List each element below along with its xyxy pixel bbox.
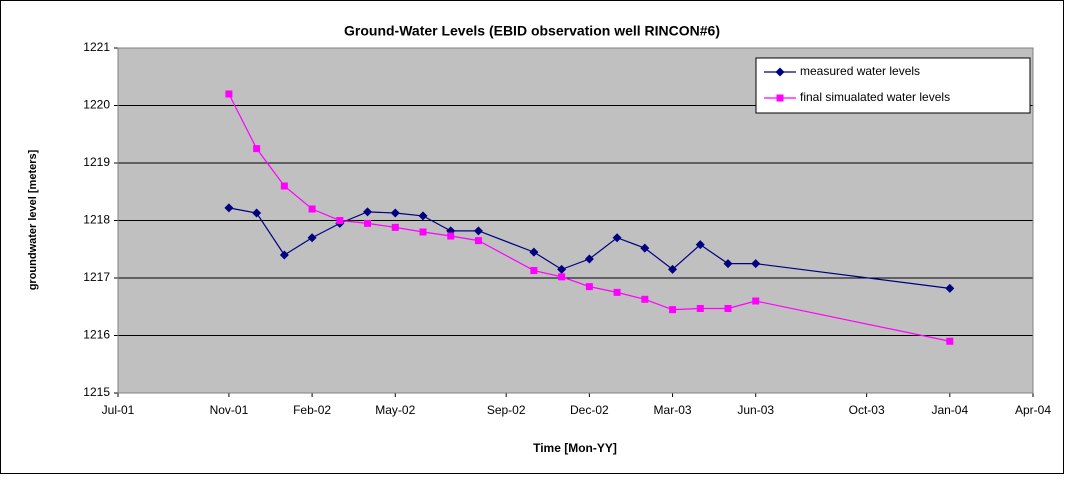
data-point bbox=[696, 304, 704, 312]
data-point bbox=[946, 337, 954, 345]
y-tick-label: 1216 bbox=[83, 328, 110, 342]
x-tick-label: Jul-01 bbox=[102, 403, 135, 417]
x-tick-label: Apr-04 bbox=[1015, 403, 1051, 417]
data-point bbox=[640, 243, 650, 253]
x-tick-label: Dec-02 bbox=[570, 403, 609, 417]
data-point bbox=[530, 267, 538, 275]
y-tick-label: 1215 bbox=[83, 385, 110, 399]
data-point bbox=[669, 306, 677, 314]
data-point bbox=[557, 264, 567, 274]
data-point bbox=[447, 232, 455, 240]
data-point bbox=[612, 233, 622, 243]
x-axis-label: Time [Mon-YY] bbox=[533, 441, 617, 455]
data-point bbox=[364, 219, 372, 227]
data-point bbox=[225, 90, 233, 98]
data-point bbox=[363, 207, 373, 217]
data-point bbox=[390, 208, 400, 218]
data-point bbox=[613, 288, 621, 296]
y-tick-label: 1221 bbox=[83, 40, 110, 54]
legend-box bbox=[755, 57, 1031, 114]
x-tick-label: Jan-04 bbox=[931, 403, 968, 417]
data-point bbox=[307, 233, 317, 243]
data-point bbox=[529, 247, 539, 257]
data-point bbox=[391, 223, 399, 231]
data-point bbox=[695, 240, 705, 250]
x-tick-label: Nov-01 bbox=[210, 403, 249, 417]
x-tick-label: Jun-03 bbox=[737, 403, 774, 417]
data-point bbox=[253, 145, 261, 153]
data-point bbox=[668, 264, 678, 274]
data-point bbox=[474, 237, 482, 245]
x-tick-label: Oct-03 bbox=[849, 403, 885, 417]
y-tick-label: 1217 bbox=[83, 270, 110, 284]
y-tick-label: 1220 bbox=[83, 98, 110, 112]
data-point bbox=[418, 211, 428, 221]
data-point bbox=[724, 304, 732, 312]
series-line bbox=[228, 207, 950, 289]
data-point bbox=[641, 295, 649, 303]
data-point bbox=[751, 259, 761, 269]
data-point bbox=[419, 228, 427, 236]
x-tick-label: May-02 bbox=[375, 403, 415, 417]
legend-label: measured water levels bbox=[800, 64, 920, 78]
x-tick-label: Mar-03 bbox=[654, 403, 692, 417]
data-point bbox=[752, 297, 760, 305]
x-tick-label: Sep-02 bbox=[487, 403, 526, 417]
y-tick-label: 1218 bbox=[83, 213, 110, 227]
data-point bbox=[308, 205, 316, 213]
data-point bbox=[473, 226, 483, 236]
data-point bbox=[336, 217, 344, 224]
data-point bbox=[280, 182, 288, 190]
legend-marker bbox=[776, 94, 784, 102]
plot-border bbox=[117, 47, 1034, 394]
data-point bbox=[252, 208, 262, 218]
legend-marker bbox=[775, 67, 785, 77]
data-point bbox=[585, 283, 593, 291]
chart-title: Ground-Water Levels (EBID observation we… bbox=[344, 23, 720, 39]
legend-label: final simualated water levels bbox=[800, 90, 950, 104]
data-point bbox=[224, 203, 234, 213]
data-point bbox=[723, 259, 733, 269]
data-point bbox=[945, 283, 955, 293]
data-point bbox=[584, 254, 594, 264]
x-tick-label: Feb-02 bbox=[293, 403, 331, 417]
data-point bbox=[558, 273, 566, 281]
y-axis-label: groundwater level [meters] bbox=[27, 149, 39, 290]
data-point bbox=[279, 250, 289, 260]
y-tick-label: 1219 bbox=[83, 155, 110, 169]
series-line bbox=[228, 93, 950, 342]
